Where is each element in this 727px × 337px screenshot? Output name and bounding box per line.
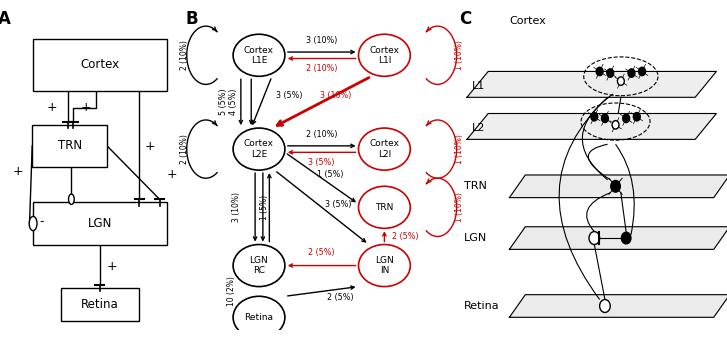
Circle shape	[596, 67, 603, 75]
Polygon shape	[467, 114, 716, 140]
Polygon shape	[467, 71, 716, 97]
Text: 2 (10%): 2 (10%)	[306, 130, 337, 139]
Text: 2 (5%): 2 (5%)	[308, 248, 335, 257]
Ellipse shape	[358, 186, 410, 228]
Text: Cortex: Cortex	[80, 59, 119, 71]
Text: 10 (2%): 10 (2%)	[228, 276, 236, 306]
Text: B: B	[185, 10, 198, 28]
Bar	[33, 203, 166, 245]
Circle shape	[601, 114, 608, 123]
Text: 3 (10%): 3 (10%)	[320, 91, 351, 100]
Text: +: +	[145, 140, 155, 153]
Text: 1 (5%): 1 (5%)	[317, 171, 343, 180]
Ellipse shape	[233, 296, 285, 337]
Ellipse shape	[233, 128, 285, 170]
Text: Cortex: Cortex	[510, 17, 546, 26]
Circle shape	[607, 69, 614, 77]
Text: 3 (5%): 3 (5%)	[276, 91, 302, 100]
Text: 5 (5%): 5 (5%)	[219, 89, 228, 116]
Text: +: +	[80, 101, 91, 114]
Polygon shape	[510, 175, 727, 197]
Ellipse shape	[358, 245, 410, 286]
Text: 1 (10%): 1 (10%)	[455, 192, 464, 222]
Text: 2 (5%): 2 (5%)	[327, 294, 354, 302]
Text: LGN: LGN	[465, 233, 488, 243]
Text: L2: L2	[473, 123, 486, 133]
Text: 2 (10%): 2 (10%)	[180, 40, 188, 70]
Text: Retina: Retina	[465, 301, 500, 311]
Ellipse shape	[358, 128, 410, 170]
Circle shape	[612, 121, 619, 129]
Text: Cortex
L2E: Cortex L2E	[244, 140, 274, 159]
Text: 2 (10%): 2 (10%)	[180, 134, 188, 164]
Text: 1 (5%): 1 (5%)	[260, 195, 269, 220]
Bar	[61, 288, 139, 320]
Text: Cortex
L1E: Cortex L1E	[244, 45, 274, 65]
Circle shape	[589, 232, 600, 245]
Circle shape	[633, 113, 640, 121]
Circle shape	[622, 232, 631, 244]
Circle shape	[68, 194, 74, 205]
Text: 2 (10%): 2 (10%)	[306, 64, 337, 73]
Text: +: +	[166, 168, 177, 181]
Circle shape	[29, 216, 37, 231]
Circle shape	[617, 77, 624, 85]
Text: 4 (5%): 4 (5%)	[229, 89, 238, 116]
Text: 2 (5%): 2 (5%)	[392, 232, 418, 241]
Circle shape	[638, 67, 646, 75]
Text: 3 (10%): 3 (10%)	[306, 36, 337, 45]
Text: 3 (10%): 3 (10%)	[231, 192, 241, 222]
Text: TRN: TRN	[57, 140, 81, 152]
Text: A: A	[0, 10, 11, 28]
Text: +: +	[47, 101, 57, 114]
Text: L1: L1	[473, 81, 486, 91]
Text: Cortex
L2I: Cortex L2I	[369, 140, 399, 159]
Text: +: +	[107, 260, 118, 273]
Ellipse shape	[358, 34, 410, 76]
Text: +: +	[12, 165, 23, 178]
Text: Retina: Retina	[244, 313, 273, 322]
Ellipse shape	[233, 245, 285, 286]
Text: 1 (10%): 1 (10%)	[455, 40, 464, 70]
Text: TRN: TRN	[375, 203, 393, 212]
Text: 3 (5%): 3 (5%)	[308, 157, 335, 166]
Text: Cortex
L1I: Cortex L1I	[369, 45, 399, 65]
Text: Retina: Retina	[81, 298, 119, 311]
Circle shape	[600, 300, 610, 312]
Text: LGN
RC: LGN RC	[249, 256, 268, 275]
Circle shape	[591, 113, 598, 121]
Bar	[33, 39, 166, 91]
Polygon shape	[510, 295, 727, 317]
Text: C: C	[459, 10, 471, 28]
Circle shape	[628, 69, 635, 77]
Text: TRN: TRN	[465, 181, 487, 191]
Ellipse shape	[233, 34, 285, 76]
Text: LGN: LGN	[88, 217, 112, 230]
Bar	[32, 125, 107, 167]
Circle shape	[611, 181, 620, 192]
Text: LGN
IN: LGN IN	[375, 256, 394, 275]
Text: 1 (10%): 1 (10%)	[455, 134, 464, 164]
Text: 3 (5%): 3 (5%)	[325, 200, 351, 209]
Circle shape	[623, 114, 630, 123]
Text: -: -	[40, 215, 44, 228]
Polygon shape	[510, 227, 727, 249]
